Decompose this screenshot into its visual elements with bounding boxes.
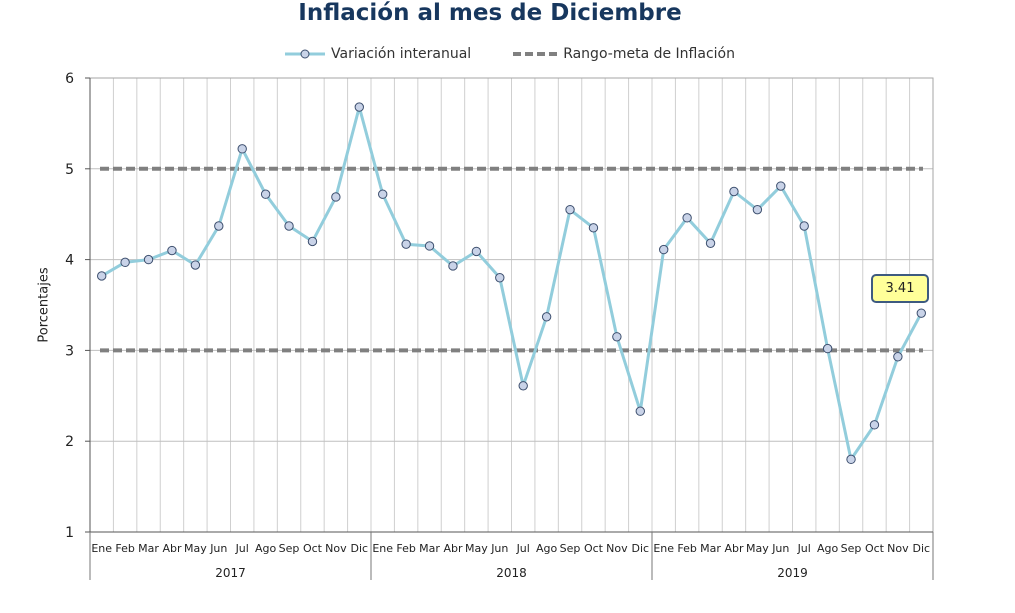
data-point bbox=[565, 204, 575, 215]
x-tick-label: Ago bbox=[817, 542, 839, 555]
x-tick-label: Dic bbox=[632, 542, 650, 555]
x-tick-label: Sep bbox=[279, 542, 300, 555]
year-label: 2019 bbox=[777, 566, 808, 580]
chart-title: Inflación al mes de Diciembre bbox=[298, 0, 682, 26]
x-tick-label: Dic bbox=[913, 542, 931, 555]
x-tick-label: May bbox=[746, 542, 769, 555]
legend: Variación interanual Rango-meta de Infla… bbox=[285, 44, 777, 64]
x-tick-label: May bbox=[184, 542, 207, 555]
x-tick-label: Mar bbox=[138, 542, 159, 555]
x-tick-label: Feb bbox=[677, 542, 696, 555]
data-point bbox=[237, 144, 247, 154]
data-point bbox=[916, 308, 926, 318]
data-point bbox=[471, 246, 482, 257]
data-point bbox=[120, 257, 130, 268]
legend-item-rango: Rango-meta de Inflación bbox=[513, 46, 735, 62]
x-tick-label: Oct bbox=[303, 542, 323, 555]
data-point bbox=[588, 223, 599, 233]
x-tick-label: Oct bbox=[584, 542, 604, 555]
data-point bbox=[752, 204, 763, 215]
data-point bbox=[378, 189, 388, 199]
x-tick-label: Mar bbox=[419, 542, 440, 555]
data-point bbox=[893, 352, 903, 362]
x-tick-label: Jun bbox=[771, 542, 789, 555]
x-tick-label: Jul bbox=[516, 542, 530, 555]
data-point bbox=[97, 271, 107, 281]
data-point bbox=[190, 260, 201, 270]
data-point bbox=[518, 381, 528, 391]
y-tick-label: 1 bbox=[65, 525, 74, 541]
x-tick-label: Dic bbox=[351, 542, 369, 555]
x-tick-label: Feb bbox=[115, 542, 134, 555]
x-tick-label: Jul bbox=[797, 542, 811, 555]
data-point bbox=[284, 221, 294, 231]
y-tick-label: 4 bbox=[65, 253, 74, 269]
x-tick-label: Mar bbox=[700, 542, 721, 555]
data-point bbox=[167, 245, 177, 256]
legend-dashed-line-icon bbox=[513, 52, 558, 56]
x-tick-label: Jun bbox=[490, 542, 508, 555]
legend-line-marker-icon bbox=[285, 49, 325, 59]
legend-label-variacion: Variación interanual bbox=[331, 46, 472, 62]
last-value-callout: 3.41 bbox=[871, 274, 929, 303]
data-point bbox=[705, 238, 716, 248]
x-tick-label: Nov bbox=[887, 542, 909, 555]
data-point bbox=[659, 244, 669, 255]
x-tick-label: Ene bbox=[653, 542, 674, 555]
data-point bbox=[635, 406, 645, 416]
data-point bbox=[682, 213, 692, 223]
y-tick-label: 3 bbox=[65, 343, 74, 359]
x-tick-label: Ago bbox=[255, 542, 277, 555]
data-point bbox=[799, 221, 809, 231]
data-point bbox=[612, 332, 622, 342]
data-point bbox=[331, 192, 341, 202]
y-tick-label: 6 bbox=[65, 71, 74, 87]
x-tick-label: Jun bbox=[209, 542, 227, 555]
data-point bbox=[729, 186, 739, 197]
data-point bbox=[541, 312, 552, 322]
legend-label-rango: Rango-meta de Inflación bbox=[563, 46, 735, 62]
data-point bbox=[846, 454, 856, 465]
series-line-variacion bbox=[100, 105, 923, 461]
data-point bbox=[214, 221, 224, 231]
y-tick-label: 5 bbox=[65, 162, 74, 178]
x-tick-label: Ene bbox=[372, 542, 393, 555]
legend-item-variacion: Variación interanual bbox=[285, 46, 471, 62]
x-tick-label: Abr bbox=[162, 542, 182, 555]
x-tick-label: Ene bbox=[91, 542, 112, 555]
x-tick-label: Feb bbox=[396, 542, 415, 555]
x-tick-label: Sep bbox=[841, 542, 862, 555]
year-label: 2017 bbox=[215, 566, 246, 580]
x-tick-label: Sep bbox=[560, 542, 581, 555]
x-tick-label: Nov bbox=[325, 542, 347, 555]
data-point bbox=[307, 236, 318, 247]
year-label: 2018 bbox=[496, 566, 527, 580]
x-tick-label: Ago bbox=[536, 542, 558, 555]
data-point bbox=[869, 420, 880, 430]
data-point bbox=[354, 102, 364, 112]
data-point bbox=[495, 273, 505, 283]
x-tick-label: Nov bbox=[606, 542, 628, 555]
x-tick-label: Jul bbox=[235, 542, 249, 555]
y-tick-label: 2 bbox=[65, 434, 74, 450]
data-point bbox=[448, 261, 458, 271]
data-point bbox=[424, 241, 435, 251]
x-tick-label: May bbox=[465, 542, 488, 555]
x-tick-label: Oct bbox=[865, 542, 885, 555]
data-point bbox=[401, 239, 411, 249]
x-tick-label: Abr bbox=[443, 542, 463, 555]
data-point bbox=[822, 343, 833, 354]
data-point bbox=[260, 189, 271, 199]
x-tick-label: Abr bbox=[724, 542, 744, 555]
data-point bbox=[776, 181, 786, 191]
data-point bbox=[143, 254, 154, 265]
